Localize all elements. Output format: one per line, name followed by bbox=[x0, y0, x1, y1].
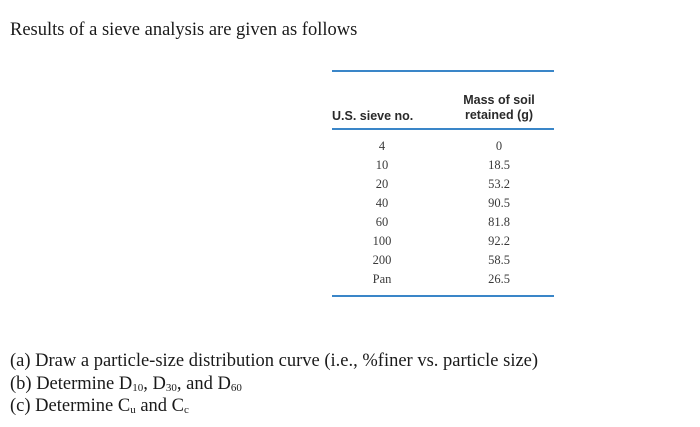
question-c: (c) Determine Cu and Cc bbox=[10, 395, 538, 418]
cell-sieve: 10 bbox=[375, 157, 389, 172]
subscript: u bbox=[130, 404, 136, 416]
table-bottom-rule bbox=[332, 294, 554, 297]
question-a: (a) Draw a particle-size distribution cu… bbox=[10, 351, 539, 371]
table-row: 60 81.8 bbox=[332, 213, 554, 232]
cell-mass: 58.5 bbox=[488, 252, 510, 267]
table-row: 20 53.2 bbox=[332, 175, 554, 194]
cell-sieve: 20 bbox=[375, 176, 389, 191]
table-row: 40 90.5 bbox=[332, 194, 554, 213]
header-mass-line2: retained (g) bbox=[464, 108, 534, 122]
cell-sieve: 4 bbox=[378, 138, 386, 153]
cell-mass: 26.5 bbox=[488, 271, 510, 286]
subscript: 10 bbox=[132, 381, 144, 394]
cell-mass: 92.2 bbox=[488, 233, 510, 248]
cell-sieve: 100 bbox=[372, 233, 392, 248]
cell-sieve: 40 bbox=[375, 195, 389, 210]
cell-mass: 90.5 bbox=[488, 195, 510, 210]
header-mass-retained: Mass of soil retained (g) bbox=[444, 93, 554, 123]
question-c-text: (c) Determine C bbox=[10, 396, 131, 416]
table-row: 200 58.5 bbox=[332, 251, 554, 270]
question-b-text: , and D bbox=[176, 373, 231, 394]
cell-mass: 18.5 bbox=[488, 157, 510, 172]
question-b-text: (b) Determine D bbox=[10, 373, 133, 394]
table-row: 10 18.5 bbox=[332, 156, 554, 175]
table-row: 100 92.2 bbox=[332, 232, 554, 251]
table-header-rule bbox=[332, 128, 554, 130]
table-header: U.S. sieve no. Mass of soil retained (g) bbox=[332, 76, 554, 128]
intro-text: Results of a sieve analysis are given as… bbox=[10, 20, 358, 40]
cell-mass: 81.8 bbox=[488, 214, 510, 229]
table-top-rule bbox=[332, 70, 554, 72]
cell-sieve: 60 bbox=[375, 214, 389, 229]
subscript: 30 bbox=[165, 381, 177, 394]
table-row: 4 0 bbox=[332, 137, 554, 156]
cell-mass: 53.2 bbox=[488, 176, 510, 191]
subscript: c bbox=[184, 404, 189, 416]
sieve-table: U.S. sieve no. Mass of soil retained (g)… bbox=[332, 70, 554, 297]
cell-sieve: 200 bbox=[372, 252, 392, 267]
header-mass-line1: Mass of soil bbox=[463, 93, 535, 107]
question-b: (b) Determine D10, D30, and D60 bbox=[10, 373, 538, 396]
table-row: Pan 26.5 bbox=[332, 270, 554, 289]
question-c-text: and C bbox=[135, 396, 185, 416]
cell-mass: 0 bbox=[495, 138, 503, 153]
cell-sieve: Pan bbox=[372, 271, 392, 286]
questions: (a) Draw a particle-size distribution cu… bbox=[10, 350, 538, 418]
subscript: 60 bbox=[230, 381, 242, 394]
table-body: 4 0 10 18.5 20 53.2 40 90.5 60 81.8 100 … bbox=[332, 130, 554, 289]
header-sieve-no: U.S. sieve no. bbox=[332, 109, 414, 123]
question-b-text: , D bbox=[143, 373, 166, 394]
